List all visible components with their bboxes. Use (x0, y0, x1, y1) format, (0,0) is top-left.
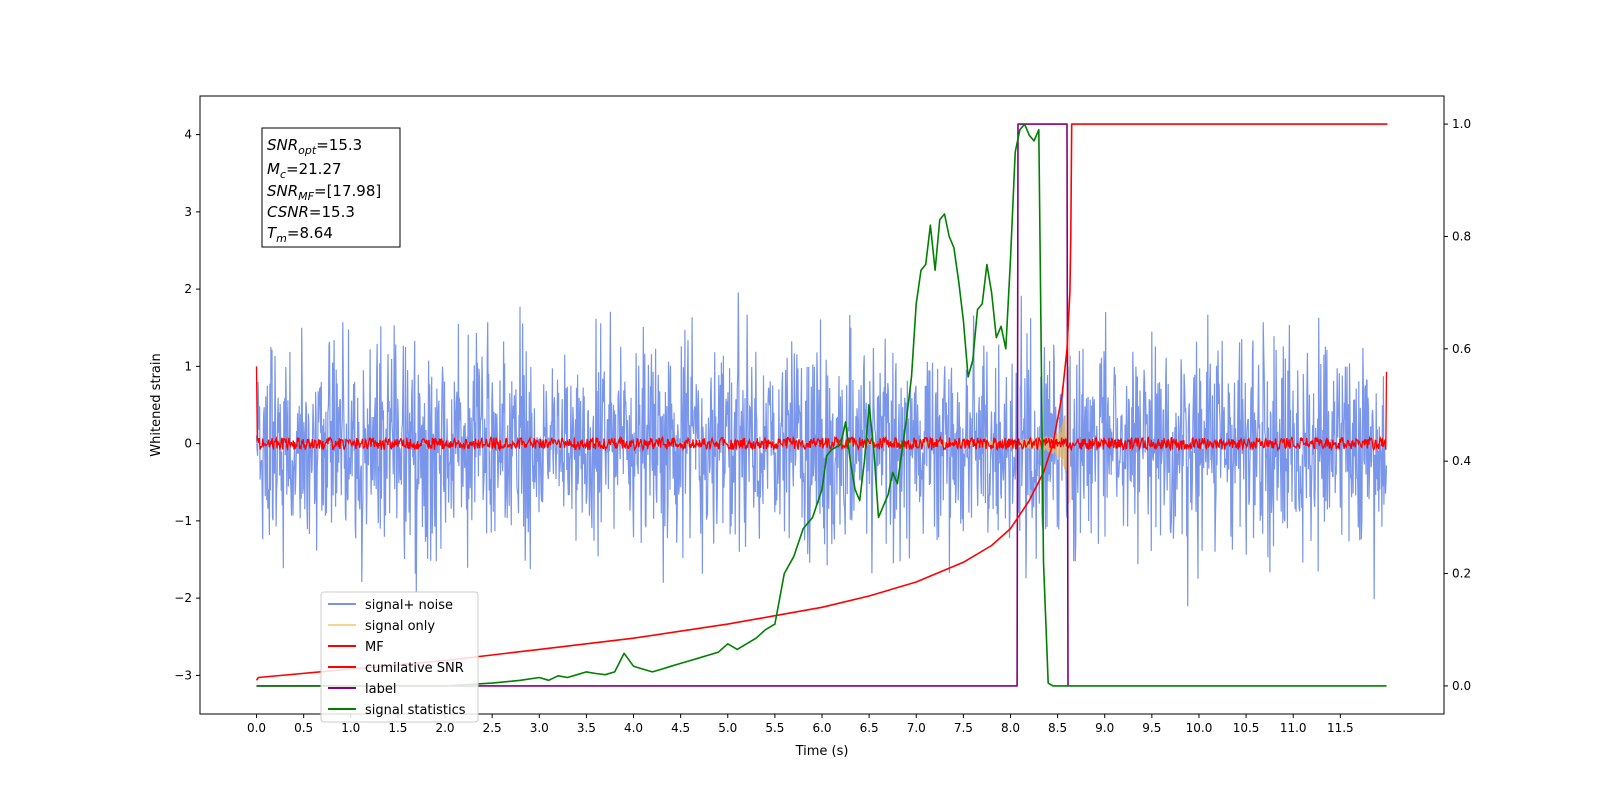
y-tick-label: 4 (184, 128, 192, 142)
x-tick-label: 2.5 (483, 721, 502, 735)
y-axis-right: 0.0 0.2 0.4 0.6 0.8 1.0 (1444, 117, 1471, 693)
annotation-line-tm: Tm=8.64 (267, 224, 333, 245)
y-tick-label: −1 (174, 514, 192, 528)
y-tick-label: −3 (174, 668, 192, 682)
y-tick-label: 1 (184, 359, 192, 373)
series-signal-statistics (256, 123, 1387, 687)
legend-label-cumulative-snr: cumilative SNR (365, 661, 464, 676)
y-tick-label: 2 (184, 282, 192, 296)
y2-tick-label: 0.6 (1452, 342, 1471, 356)
y2-tick-label: 1.0 (1452, 117, 1471, 131)
y2-tick-label: 0.2 (1452, 567, 1471, 581)
annotation-line-csnr: CSNR=15.3 (267, 203, 355, 221)
x-tick-label: 11.5 (1327, 721, 1354, 735)
y-tick-label: −2 (174, 591, 192, 605)
x-tick-label: 5.0 (718, 721, 737, 735)
x-tick-label: 3.5 (577, 721, 596, 735)
y-axis-left: −3 −2 −1 0 1 2 3 4 (174, 128, 200, 682)
annotation-box: SNRopt=15.3 Mc=21.27 SNRMF=[17.98] CSNR=… (261, 127, 401, 248)
annotation-line-snr-opt: SNRopt=15.3 (267, 136, 362, 157)
legend-label-signal-statistics: signal statistics (365, 703, 466, 718)
x-tick-label: 9.5 (1142, 721, 1161, 735)
annotation-frame (261, 127, 401, 248)
y2-tick-label: 0.4 (1452, 454, 1471, 468)
x-tick-label: 3.0 (530, 721, 549, 735)
x-tick-label: 2.0 (435, 721, 454, 735)
x-tick-label: 4.5 (671, 721, 690, 735)
series-label (256, 123, 1069, 687)
x-tick-label: 1.0 (341, 721, 360, 735)
legend-label-mf: MF (365, 640, 384, 655)
y-axis-title: Whitened strain (149, 353, 164, 456)
legend-label-signal-noise: signal+ noise (365, 598, 453, 613)
annotation-line-snr-mf: SNRMF=[17.98] (267, 182, 381, 203)
x-tick-label: 1.5 (388, 721, 407, 735)
x-tick-label: 10.5 (1233, 721, 1260, 735)
y2-tick-label: 0.0 (1452, 679, 1471, 693)
legend: signal+ noise signal only MF cumilative … (320, 591, 479, 723)
x-tick-label: 8.5 (1048, 721, 1067, 735)
legend-label-signal-only: signal only (365, 619, 435, 634)
x-tick-label: 6.5 (860, 721, 879, 735)
y-tick-label: 3 (184, 205, 192, 219)
legend-frame (320, 591, 479, 723)
x-tick-label: 4.0 (624, 721, 643, 735)
annotation-line-mc: Mc=21.27 (267, 160, 342, 181)
series-cumulative-snr (255, 123, 1388, 681)
x-tick-label: 7.0 (907, 721, 926, 735)
y-tick-label: 0 (184, 437, 192, 451)
x-tick-label: 0.0 (247, 721, 266, 735)
x-tick-label: 9.0 (1095, 721, 1114, 735)
x-axis: 0.0 0.5 1.0 1.5 2.0 2.5 3.0 3.5 4.0 4.5 5.0 5.5 6.0 6… (247, 714, 1354, 735)
x-tick-label: 11.0 (1280, 721, 1307, 735)
y2-tick-label: 0.8 (1452, 229, 1471, 243)
x-tick-label: 8.0 (1001, 721, 1020, 735)
x-tick-label: 10.0 (1186, 721, 1213, 735)
x-axis-title: Time (s) (795, 744, 849, 759)
x-tick-label: 6.0 (812, 721, 831, 735)
x-tick-label: 0.5 (294, 721, 313, 735)
series-layer (255, 123, 1388, 687)
x-tick-label: 5.5 (765, 721, 784, 735)
legend-label-label: label (365, 682, 396, 697)
series-mf (255, 366, 1388, 452)
x-tick-label: 7.5 (954, 721, 973, 735)
